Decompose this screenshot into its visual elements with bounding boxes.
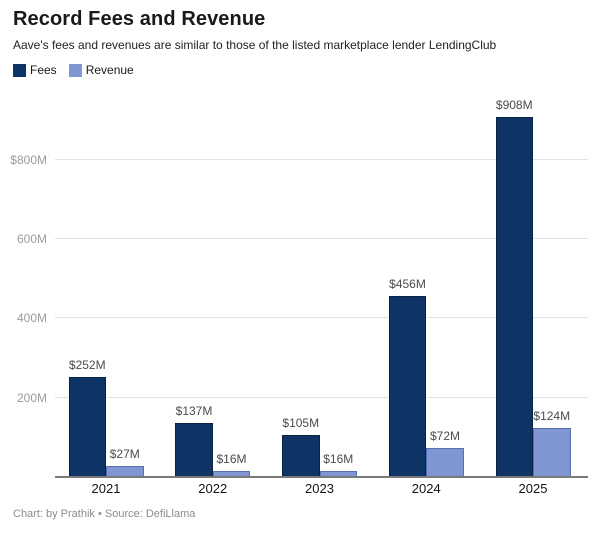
y-axis-tick-label: 600M: [16, 232, 47, 246]
bar-value-label: $16M: [323, 452, 354, 466]
y-axis-tick-label: $800M: [10, 153, 47, 167]
gridline: [55, 238, 588, 239]
gridline: [55, 397, 588, 398]
bar-value-label: $124M: [533, 409, 571, 423]
x-axis-label-2022: 2022: [198, 481, 228, 496]
chart-subtitle: Aave's fees and revenues are similar to …: [13, 38, 497, 52]
bar-value-label: $252M: [68, 358, 106, 372]
bar-value-label: $72M: [429, 429, 461, 443]
x-axis-label-2025: 2025: [518, 481, 548, 496]
legend-swatch-revenue: [68, 63, 82, 77]
bar-value-label: $137M: [175, 404, 213, 418]
bar-revenue-2024: [426, 448, 464, 477]
bar-revenue-2021: [106, 466, 144, 477]
legend-label: Fees: [30, 63, 57, 77]
bar-revenue-2023: [319, 471, 357, 477]
bar-fees-2022: [175, 423, 213, 477]
plot-area: $252M $27M $137M $16M $105M $16M $456M $72M $908…: [55, 95, 588, 478]
y-axis-tick-label: 400M: [16, 311, 47, 325]
bar-fees-2023: [282, 435, 320, 477]
y-axis-tick-label: 200M: [16, 391, 47, 405]
chart-area: $252M $27M $137M $16M $105M $16M $456M $72M $908…: [0, 95, 600, 500]
bar-revenue-2022: [212, 471, 251, 477]
bar-fees-2025: [495, 117, 533, 477]
bar-value-label: $105M: [282, 416, 320, 430]
chart-title: Record Fees and Revenue: [13, 8, 266, 30]
legend-label: Revenue: [85, 63, 134, 77]
x-axis-line: [55, 476, 588, 478]
gridline: [55, 159, 588, 160]
bar-value-label: $908M: [495, 98, 533, 112]
chart-footer: Chart: by Prathik • Source: DefiLlama: [13, 508, 196, 520]
bar-value-label: $27M: [109, 447, 140, 461]
gridline: [55, 317, 588, 318]
bar-value-label: $456M: [389, 277, 426, 291]
bar-revenue-2025: [533, 428, 571, 477]
legend-item-fees: Fees: [13, 63, 57, 77]
bar-fees-2021: [68, 377, 106, 477]
x-axis-label-2023: 2023: [305, 481, 334, 496]
bar-fees-2024: [388, 296, 427, 477]
bar-value-label: $16M: [216, 452, 247, 466]
legend: Fees Revenue: [13, 63, 134, 77]
legend-item-revenue: Revenue: [68, 63, 134, 77]
legend-swatch-fees: [13, 63, 26, 77]
x-axis-label-2021: 2021: [91, 481, 121, 496]
x-axis-label-2024: 2024: [411, 481, 441, 496]
